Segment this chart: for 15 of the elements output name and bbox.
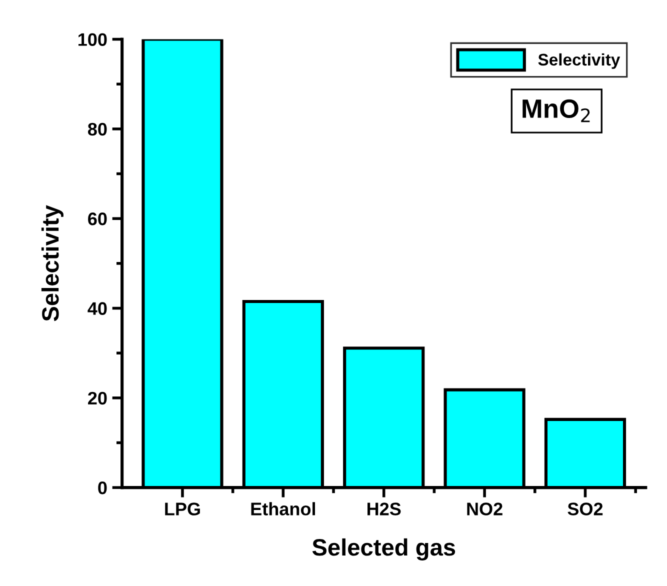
y-tick-label: 80 [88, 122, 107, 136]
y-tick-label: 60 [88, 212, 107, 226]
y-axis-title: Selectivity [41, 205, 64, 322]
legend-label: Selectivity [538, 53, 620, 69]
y-tick-label: 20 [88, 392, 107, 405]
x-tick-label: H2S [368, 502, 401, 516]
y-tick-label: 0 [98, 481, 107, 494]
x-tick-label: Ethanol [251, 502, 315, 516]
x-tick-label: NO2 [467, 502, 502, 516]
x-axis-title: Selected gas [312, 538, 456, 561]
y-tick-label: 100 [78, 33, 107, 46]
annotation: MnO$_{2}$ [522, 99, 590, 122]
x-tick-label: LPG [165, 502, 200, 516]
y-tick-label: 40 [88, 302, 107, 315]
x-tick-label: SO2 [568, 502, 603, 516]
